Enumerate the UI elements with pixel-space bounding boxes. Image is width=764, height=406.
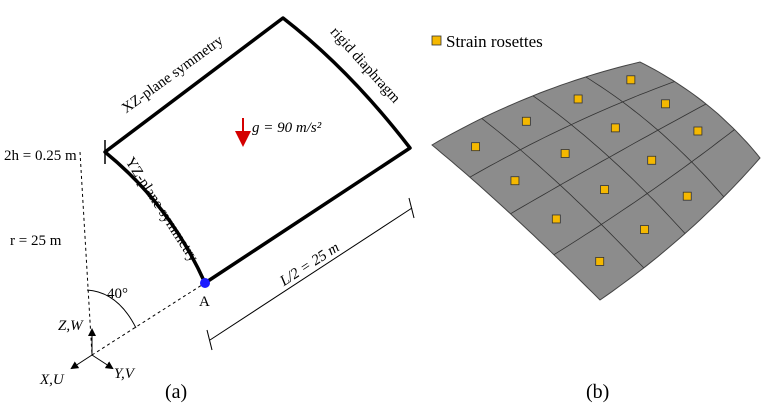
rosette (596, 257, 604, 265)
point-label: A (199, 294, 210, 310)
length-label: L/2 = 25 m (276, 240, 342, 291)
axis-label: Z,W (58, 318, 84, 334)
legend-marker (432, 36, 441, 45)
thickness-label: 2h = 0.25 m (4, 148, 77, 164)
axis-label: X,U (39, 372, 65, 388)
dimension-line (210, 208, 412, 340)
point-a (200, 278, 210, 288)
rosette (522, 117, 530, 125)
axis-label: Y,V (114, 366, 136, 382)
rosette (648, 156, 656, 164)
caption: (a) (165, 381, 187, 403)
rosette (683, 192, 691, 200)
rosette (627, 76, 635, 84)
rosette (574, 95, 582, 103)
rosette (561, 150, 569, 158)
panel-a: XZ-plane symmetry rigid diaphragm YZ-pla… (4, 18, 414, 403)
figure: XZ-plane symmetry rigid diaphragm YZ-pla… (0, 0, 764, 406)
dimension-tick (207, 330, 212, 350)
axis-arrow (72, 355, 92, 368)
rosette (640, 226, 648, 234)
rosette (662, 100, 670, 108)
dimension-tick (409, 198, 414, 218)
caption: (b) (586, 381, 609, 403)
rosette (611, 124, 619, 132)
rosette (511, 177, 519, 185)
radius-label: r = 25 m (10, 233, 62, 249)
rosette (552, 215, 560, 223)
axis-arrow (92, 355, 112, 368)
rosette (694, 127, 702, 135)
edge-label: YZ-plane symmetry (122, 155, 202, 266)
angle-label: 40° (107, 286, 128, 302)
legend-label: Strain rosettes (446, 32, 543, 51)
panel-b: Strain rosettes (b) (432, 32, 760, 403)
gravity-label: g = 90 m/s² (252, 120, 322, 136)
rosette (472, 143, 480, 151)
rosette (601, 186, 609, 194)
